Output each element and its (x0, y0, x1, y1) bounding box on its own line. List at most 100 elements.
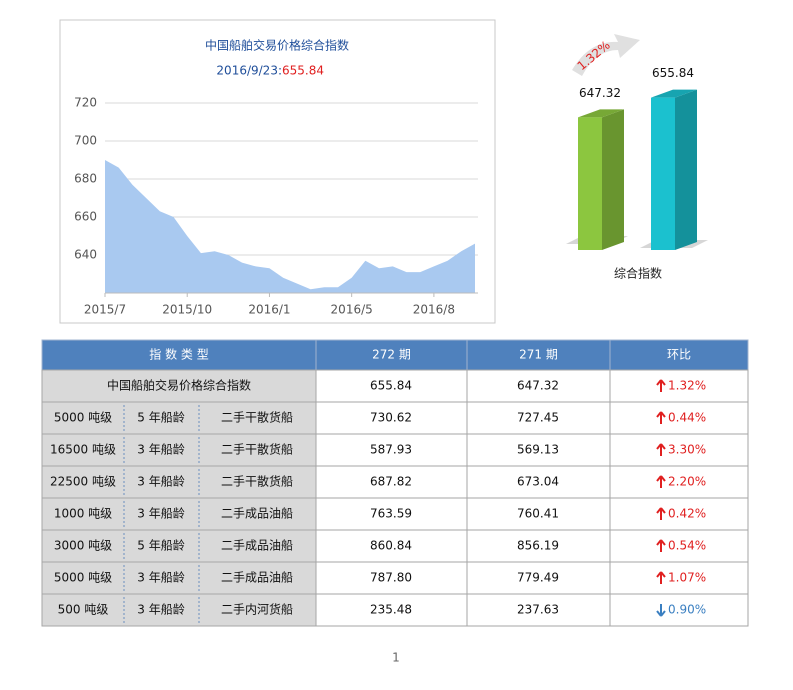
chart-subtitle-value: 655.84 (282, 64, 324, 78)
cell (609, 593, 749, 627)
value-272: 687.82 (370, 475, 412, 489)
cell (315, 593, 468, 627)
value-271: 647.32 (517, 379, 559, 393)
change-text: 0.42% (668, 507, 706, 521)
value-271: 237.63 (517, 603, 559, 617)
header-text: 指 数 类 型 (149, 347, 208, 362)
type-text: 中国船舶交易价格综合指数 (107, 378, 251, 393)
value-label: 655.84 (652, 66, 694, 80)
change-text: 1.07% (668, 571, 706, 585)
value-272: 730.62 (370, 411, 412, 425)
change-text: 2.20% (668, 475, 706, 489)
y-tick-label: 660 (74, 210, 97, 224)
y-tick-label: 700 (74, 134, 97, 148)
value-272: 655.84 (370, 379, 412, 393)
type-text: 22500 吨级 (50, 475, 116, 489)
type-text: 5 年船龄 (137, 411, 184, 425)
type-text: 二手成品油船 (221, 571, 293, 585)
bar-xlabel: 综合指数 (614, 266, 662, 281)
trend-arrow (656, 443, 666, 456)
growth-annotation: 1.32% (575, 38, 613, 73)
value-271: 727.45 (517, 411, 559, 425)
y-tick-label: 640 (74, 248, 97, 262)
value-272: 587.93 (370, 443, 412, 457)
cell (609, 465, 749, 499)
value-271: 779.49 (517, 571, 559, 585)
type-text: 3 年船龄 (137, 507, 184, 521)
trend-arrow (656, 379, 666, 392)
cell (315, 401, 468, 435)
type-cell (41, 497, 317, 531)
type-text: 5000 吨级 (54, 571, 112, 585)
trend-arrow (656, 571, 666, 584)
cell (466, 561, 611, 595)
value-272: 860.84 (370, 539, 412, 553)
x-tick-label: 2015/10 (162, 303, 212, 317)
trend-arrow (656, 507, 666, 520)
header-cell (609, 339, 749, 371)
type-text: 1000 吨级 (54, 507, 112, 521)
value-272: 763.59 (370, 507, 412, 521)
type-text: 3 年船龄 (137, 475, 184, 489)
type-cell (41, 401, 317, 435)
cell (315, 529, 468, 563)
type-text: 二手成品油船 (221, 507, 293, 521)
value-271: 673.04 (517, 475, 559, 489)
change-text: 0.90% (668, 603, 706, 617)
bar-top (578, 109, 624, 118)
bar (651, 97, 675, 250)
type-cell (41, 433, 317, 467)
change-text: 1.32% (668, 379, 706, 393)
bar-side (675, 89, 697, 250)
cell (315, 561, 468, 595)
type-text: 5 年船龄 (137, 539, 184, 553)
type-cell (41, 369, 317, 403)
cell (609, 401, 749, 435)
cell (609, 497, 749, 531)
area (105, 160, 475, 293)
type-text: 二手成品油船 (221, 539, 293, 553)
type-text: 5000 吨级 (54, 411, 112, 425)
value-272: 787.80 (370, 571, 412, 585)
type-cell (41, 465, 317, 499)
value-label: 647.32 (579, 86, 621, 100)
trend-arrow (656, 539, 666, 552)
type-text: 3 年船龄 (137, 603, 184, 617)
change-text: 0.44% (668, 411, 706, 425)
chart-title: 中国船舶交易价格综合指数 (205, 38, 349, 53)
type-text: 二手干散货船 (221, 410, 293, 425)
trend-arrow (656, 475, 666, 488)
type-text: 3000 吨级 (54, 539, 112, 553)
change-text: 3.30% (668, 443, 706, 457)
y-tick-label: 680 (74, 172, 97, 186)
x-tick-label: 2016/1 (248, 303, 290, 317)
type-text: 500 吨级 (58, 603, 109, 617)
cell (315, 433, 468, 467)
cell (315, 369, 468, 403)
type-cell (41, 593, 317, 627)
x-tick-label: 2015/7 (84, 303, 126, 317)
cell (466, 497, 611, 531)
cell (466, 401, 611, 435)
type-text: 3 年船龄 (137, 571, 184, 585)
cell (609, 369, 749, 403)
header-text: 271 期 (519, 348, 558, 362)
header-cell (315, 339, 468, 371)
cell (466, 529, 611, 563)
change-text: 0.54% (668, 539, 706, 553)
page-number: 1 (392, 651, 400, 665)
header-text: 环比 (667, 348, 691, 362)
chart-subtitle-date: 2016/9/23: (216, 64, 282, 78)
type-text: 二手干散货船 (221, 442, 293, 457)
type-text: 16500 吨级 (50, 443, 116, 457)
bar (578, 117, 602, 250)
cell (466, 369, 611, 403)
y-tick-label: 720 (74, 96, 97, 110)
value-272: 235.48 (370, 603, 412, 617)
type-text: 二手内河货船 (221, 602, 293, 617)
value-271: 569.13 (517, 443, 559, 457)
value-271: 760.41 (517, 507, 559, 521)
cell (466, 465, 611, 499)
cell (315, 465, 468, 499)
trend-arrow (656, 604, 666, 617)
